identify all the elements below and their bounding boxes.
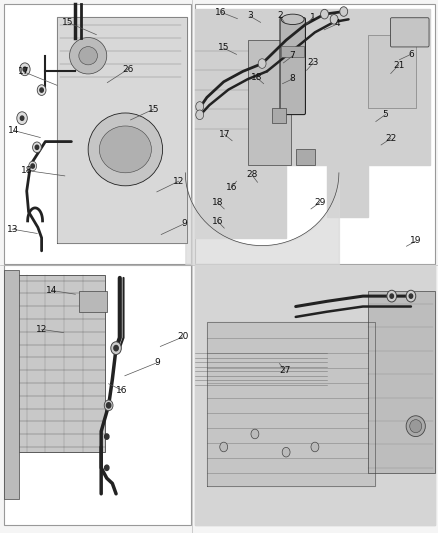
FancyBboxPatch shape [280, 18, 305, 115]
Text: 9: 9 [155, 358, 161, 367]
Bar [195, 4, 435, 264]
Text: 20: 20 [177, 333, 189, 341]
Ellipse shape [281, 14, 304, 25]
Ellipse shape [79, 47, 97, 65]
Text: 5: 5 [382, 110, 389, 119]
Ellipse shape [88, 113, 162, 186]
Ellipse shape [410, 419, 422, 433]
Circle shape [114, 345, 118, 351]
Text: 8: 8 [290, 75, 296, 83]
Text: 13: 13 [7, 225, 18, 233]
Text: 28: 28 [246, 171, 258, 179]
Circle shape [282, 447, 290, 457]
Polygon shape [195, 265, 435, 525]
Ellipse shape [99, 126, 152, 173]
Text: 18: 18 [251, 73, 262, 82]
Text: 3: 3 [247, 12, 253, 20]
Text: 16: 16 [212, 217, 223, 225]
Text: 14: 14 [46, 286, 57, 295]
Circle shape [104, 400, 113, 411]
Bar [4, 265, 191, 525]
Circle shape [20, 116, 24, 120]
Circle shape [196, 102, 204, 111]
Circle shape [409, 294, 413, 298]
Bar [368, 35, 416, 108]
Circle shape [196, 110, 204, 119]
Text: 1: 1 [310, 13, 316, 21]
Text: 16: 16 [215, 8, 227, 17]
Text: 4: 4 [335, 20, 340, 28]
Text: 27: 27 [279, 366, 290, 375]
Text: 6: 6 [408, 50, 414, 59]
Circle shape [105, 434, 109, 439]
Text: 18: 18 [21, 166, 33, 175]
Text: 26: 26 [122, 65, 134, 74]
Circle shape [220, 442, 228, 452]
Circle shape [35, 145, 39, 149]
Circle shape [258, 59, 266, 68]
Circle shape [105, 465, 109, 471]
Text: 9: 9 [181, 220, 187, 228]
Circle shape [251, 429, 259, 439]
Circle shape [23, 67, 27, 71]
Circle shape [340, 7, 348, 17]
Bar [296, 149, 315, 165]
Circle shape [111, 342, 121, 354]
Text: 2: 2 [278, 12, 283, 20]
Text: 23: 23 [307, 59, 319, 67]
Text: 15: 15 [218, 44, 229, 52]
Polygon shape [207, 322, 375, 486]
Ellipse shape [406, 416, 425, 437]
Bar [79, 291, 107, 312]
Text: 21: 21 [393, 61, 404, 69]
Text: 15: 15 [62, 18, 74, 27]
Bar [248, 40, 291, 165]
Circle shape [330, 14, 338, 24]
Circle shape [387, 290, 396, 302]
Circle shape [311, 442, 319, 452]
Ellipse shape [70, 37, 107, 74]
Text: 29: 29 [314, 198, 325, 207]
Circle shape [17, 112, 27, 125]
Text: 19: 19 [410, 237, 422, 245]
Circle shape [32, 142, 41, 152]
Bar [4, 270, 19, 499]
Circle shape [40, 88, 43, 92]
Text: 22: 22 [385, 134, 396, 143]
Circle shape [37, 85, 46, 95]
Circle shape [106, 403, 111, 408]
Text: 17: 17 [219, 130, 230, 139]
Text: 16: 16 [116, 386, 127, 394]
Circle shape [31, 164, 35, 168]
Circle shape [29, 161, 37, 171]
Text: 15: 15 [148, 105, 159, 114]
Bar [272, 108, 286, 123]
Text: 17: 17 [18, 68, 30, 76]
Text: 18: 18 [212, 198, 223, 207]
Bar [4, 4, 191, 264]
Bar [8, 276, 105, 452]
Bar [368, 291, 435, 473]
Text: 12: 12 [36, 325, 47, 334]
Text: 7: 7 [290, 52, 296, 60]
Circle shape [321, 10, 328, 19]
Bar [281, 46, 304, 57]
Bar [195, 265, 435, 525]
Circle shape [20, 63, 30, 76]
Text: 12: 12 [173, 177, 184, 185]
Circle shape [406, 290, 416, 302]
Text: 16: 16 [226, 183, 237, 192]
Text: 14: 14 [8, 126, 20, 135]
FancyBboxPatch shape [390, 18, 429, 47]
Circle shape [390, 294, 393, 298]
Polygon shape [57, 17, 187, 243]
Polygon shape [195, 9, 430, 238]
